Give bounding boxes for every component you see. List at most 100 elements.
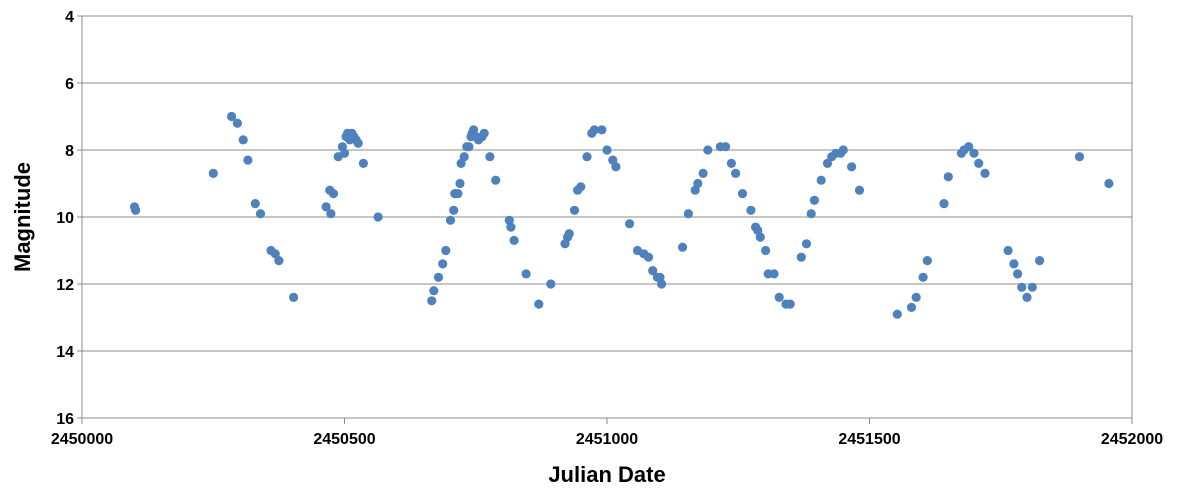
- data-point: [534, 299, 544, 309]
- data-point: [854, 185, 865, 195]
- data-point: [353, 138, 363, 148]
- data-point: [746, 205, 756, 215]
- x-tick-label: 2450500: [313, 431, 375, 448]
- data-point: [429, 286, 439, 296]
- data-point: [769, 269, 779, 279]
- data-point: [1035, 256, 1045, 266]
- data-point: [838, 145, 848, 155]
- data-point: [1027, 282, 1037, 292]
- data-point: [906, 302, 917, 312]
- data-point: [648, 266, 658, 276]
- data-point: [974, 158, 984, 168]
- y-tick-label: 4: [65, 9, 74, 26]
- data-point: [445, 215, 456, 225]
- data-point: [289, 292, 299, 302]
- data-point: [822, 158, 833, 168]
- data-point: [1017, 282, 1027, 292]
- y-tick-label: 8: [65, 143, 74, 160]
- x-tick-label: 2451000: [576, 431, 638, 448]
- data-point: [964, 142, 974, 152]
- data-point: [441, 245, 451, 256]
- data-point: [1104, 178, 1114, 189]
- data-point: [255, 209, 266, 219]
- data-point: [459, 152, 469, 162]
- tick-label-layer: 4 6 8 10 12 14 16 2450000 2450500 2451000 2451500 2…: [51, 9, 1163, 448]
- data-point: [243, 155, 253, 165]
- data-point: [455, 178, 465, 189]
- data-point: [328, 189, 339, 199]
- data-point: [643, 252, 654, 262]
- data-point: [683, 209, 694, 219]
- data-point: [892, 309, 902, 319]
- data-point: [438, 259, 448, 269]
- data-point: [321, 202, 331, 212]
- data-point: [737, 189, 748, 199]
- data-point: [922, 256, 932, 266]
- data-point: [509, 235, 519, 245]
- data-point: [847, 162, 857, 172]
- data-point: [1013, 269, 1023, 279]
- data-point: [657, 279, 667, 289]
- data-point: [678, 242, 688, 252]
- data-point: [625, 219, 635, 229]
- y-tick-label: 14: [56, 344, 74, 361]
- data-point: [433, 272, 444, 282]
- data-point: [576, 182, 586, 192]
- data-point: [339, 148, 350, 158]
- data-point: [1022, 292, 1032, 302]
- data-point: [1074, 152, 1085, 162]
- data-point: [373, 212, 383, 222]
- data-point: [232, 118, 242, 128]
- data-point: [785, 299, 795, 309]
- data-point: [939, 199, 949, 209]
- y-tick-label: 10: [56, 210, 74, 227]
- y-tick-label: 12: [56, 277, 74, 294]
- data-point: [427, 296, 437, 306]
- y-tick-label: 16: [56, 411, 74, 428]
- data-point: [597, 125, 607, 135]
- data-point: [809, 195, 820, 205]
- data-point: [479, 128, 489, 138]
- data-point: [1009, 259, 1019, 269]
- data-point: [358, 158, 368, 168]
- data-point: [801, 239, 812, 249]
- data-point: [464, 142, 474, 152]
- data-point: [589, 125, 600, 135]
- data-point: [755, 232, 765, 242]
- data-point: [918, 272, 928, 282]
- data-point: [969, 148, 979, 158]
- data-point: [774, 292, 784, 302]
- data-point: [726, 158, 737, 168]
- x-tick-label: 2451500: [838, 431, 900, 448]
- data-point-layer: [129, 111, 1114, 319]
- data-point: [911, 292, 921, 302]
- data-point: [980, 168, 990, 178]
- data-point: [449, 205, 459, 215]
- data-point: [485, 152, 495, 162]
- data-point: [698, 168, 708, 178]
- grid-layer: [82, 82, 1132, 352]
- data-point: [546, 279, 556, 289]
- data-point: [611, 162, 621, 172]
- data-point: [491, 175, 501, 185]
- y-axis-title: Magnitude: [10, 162, 35, 272]
- data-point: [582, 152, 592, 162]
- data-point: [1003, 245, 1013, 256]
- data-point: [521, 269, 531, 279]
- data-point: [274, 256, 284, 266]
- data-point: [796, 252, 806, 262]
- data-point: [270, 249, 280, 259]
- data-point: [693, 178, 703, 189]
- data-point: [731, 168, 741, 178]
- x-tick-label: 2452000: [1101, 431, 1163, 448]
- data-point: [564, 229, 574, 239]
- data-point: [208, 168, 218, 178]
- data-point: [227, 111, 237, 122]
- data-point: [703, 145, 713, 155]
- y-tick-label: 6: [65, 76, 74, 93]
- data-point: [761, 245, 771, 256]
- data-point: [131, 205, 141, 215]
- data-point: [721, 142, 731, 152]
